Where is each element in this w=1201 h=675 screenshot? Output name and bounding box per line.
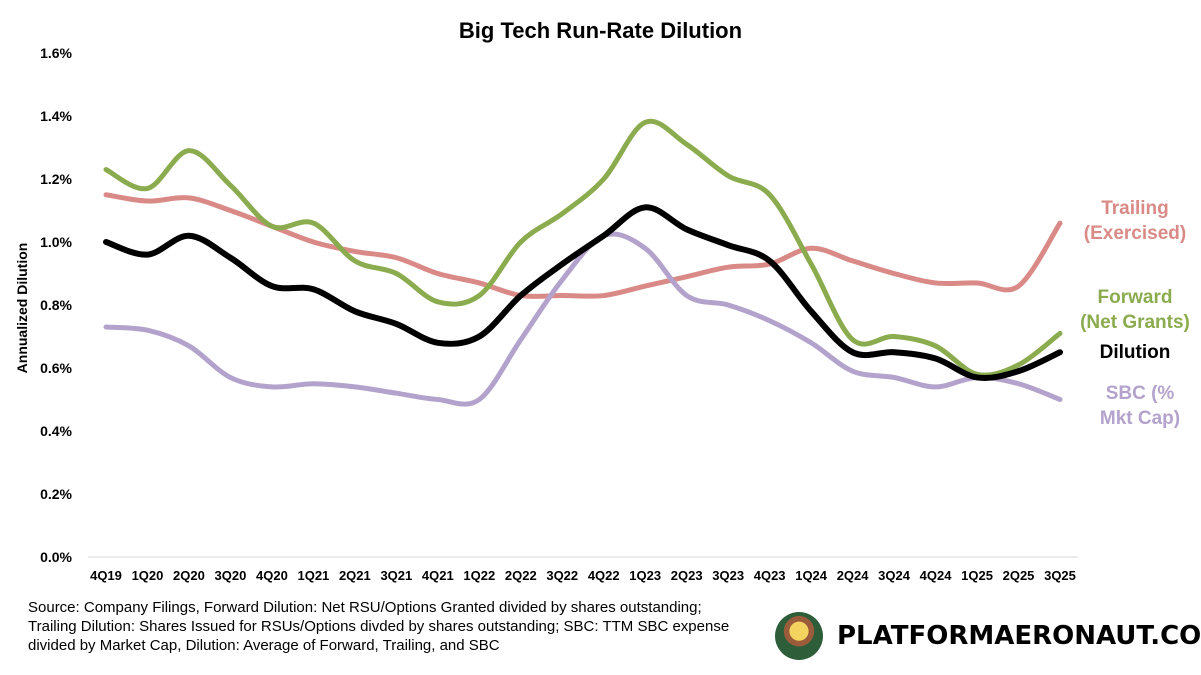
x-tick-label: 4Q21	[422, 568, 454, 583]
y-tick-label: 1.4%	[40, 108, 72, 124]
x-tick-label: 2Q23	[671, 568, 703, 583]
legend-dilution: Dilution	[1099, 342, 1171, 363]
series-line-dilution	[103, 204, 1063, 381]
x-tick-label: 1Q20	[132, 568, 164, 583]
x-tick-label: 2Q25	[1003, 568, 1035, 583]
x-tick-label: 3Q22	[546, 568, 578, 583]
y-tick-label: 0.8%	[40, 297, 72, 313]
y-tick-label: 0.0%	[40, 549, 72, 565]
legend-sbc: SBC (% Mkt Cap)	[1099, 383, 1181, 429]
source-note: Source: Company Filings, Forward Dilutio…	[28, 599, 730, 654]
x-tick-label: 4Q22	[588, 568, 620, 583]
x-tick-label: 2Q22	[505, 568, 537, 583]
legend-forward: Forward (Net Grants)	[1080, 287, 1190, 333]
line-chart: 0.0% 0.2% 0.4% 0.6% 0.8% 1.0% 1.2% 1.4% 1.6% 4Q19…	[40, 45, 1078, 583]
x-tick-label: 4Q24	[920, 568, 953, 583]
y-tick-label: 0.2%	[40, 486, 72, 502]
y-tick-label: 1.6%	[40, 45, 72, 61]
x-tick-label: 4Q19	[90, 568, 122, 583]
legend-trailing: Trailing (Exercised)	[1083, 198, 1187, 244]
x-tick-label: 3Q24	[878, 568, 911, 583]
x-tick-label: 1Q24	[795, 568, 828, 583]
y-tick-label: 1.2%	[40, 171, 72, 187]
x-tick-label: 4Q23	[754, 568, 786, 583]
x-tick-label: 3Q20	[215, 568, 247, 583]
series-line-trailing-exercised	[103, 192, 1063, 299]
brand[interactable]: PLATFORMAERONAUT.COM	[775, 612, 1201, 660]
x-tick-label: 2Q20	[173, 568, 205, 583]
x-tick-label: 3Q23	[712, 568, 744, 583]
x-tick-label: 1Q25	[961, 568, 993, 583]
x-tick-label: 3Q21	[380, 568, 412, 583]
y-tick-label: 1.0%	[40, 234, 72, 250]
chart-title: Big Tech Run-Rate Dilution	[458, 18, 743, 43]
y-tick-label: 0.6%	[40, 360, 72, 376]
x-tick-label: 4Q20	[256, 568, 288, 583]
y-tick-label: 0.4%	[40, 423, 72, 439]
series-line-sbc-mkt-cap	[103, 231, 1063, 407]
brand-logo-icon	[775, 612, 823, 660]
x-tick-label: 3Q25	[1044, 568, 1076, 583]
x-tick-label: 2Q24	[837, 568, 870, 583]
x-tick-label: 1Q22	[463, 568, 495, 583]
x-tick-label: 2Q21	[339, 568, 371, 583]
x-tick-label: 1Q23	[629, 568, 661, 583]
series-line-forward-net-grants	[103, 118, 1063, 378]
brand-name: PLATFORMAERONAUT.COM	[837, 621, 1201, 651]
x-tick-label: 1Q21	[297, 568, 329, 583]
